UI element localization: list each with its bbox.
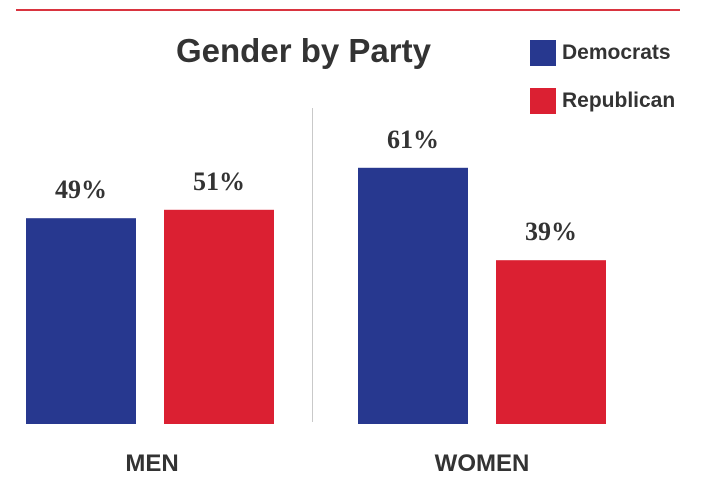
legend-swatch-democrats	[530, 40, 556, 66]
bar-women-republican	[496, 260, 606, 424]
data-label-men-democrats: 49%	[55, 175, 107, 204]
data-label-women-democrats: 61%	[387, 125, 439, 154]
bar-women-democrats	[358, 167, 468, 425]
category-label-men: MEN	[125, 450, 179, 477]
legend-swatch-republican	[530, 88, 556, 114]
bar-men-republican	[164, 209, 274, 424]
legend: Democrats Republican	[530, 40, 675, 136]
legend-item-democrats: Democrats	[530, 40, 675, 66]
data-label-men-republican: 51%	[193, 167, 245, 196]
legend-label-democrats: Democrats	[562, 41, 671, 64]
bar-men-democrats	[26, 218, 136, 424]
legend-label-republican: Republican	[562, 89, 676, 112]
data-label-women-republican: 39%	[525, 217, 577, 246]
category-label-women: WOMEN	[434, 450, 530, 477]
top-rule	[16, 9, 680, 11]
legend-item-republican: Republican	[530, 88, 675, 114]
chart-title: Gender by Party	[176, 32, 431, 69]
group-divider	[312, 108, 313, 422]
